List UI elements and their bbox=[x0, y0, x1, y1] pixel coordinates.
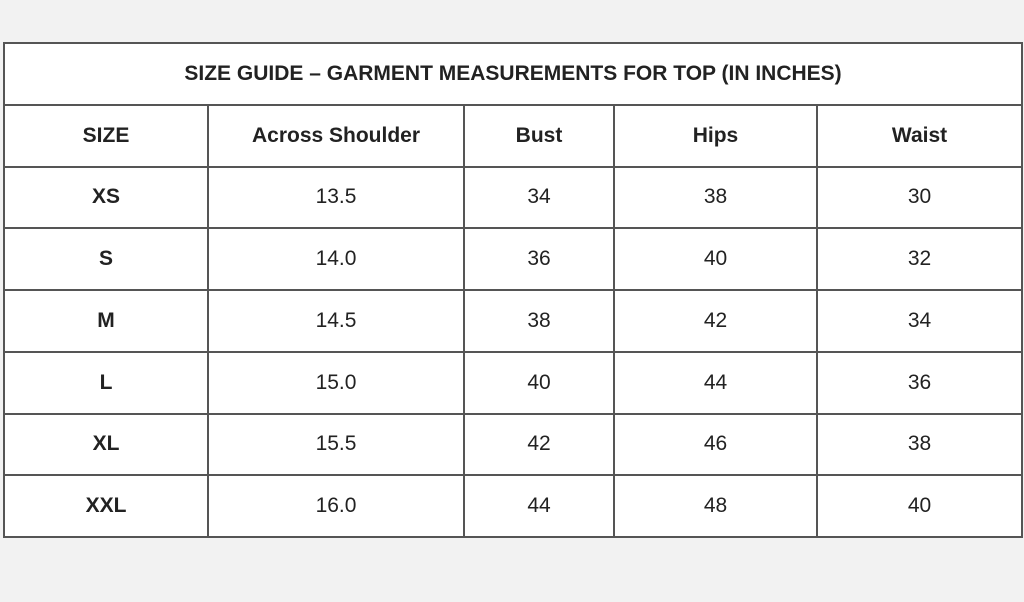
cell-waist: 32 bbox=[815, 227, 1024, 291]
cell-hips: 44 bbox=[613, 350, 818, 415]
column-header-waist: Waist bbox=[815, 103, 1024, 168]
cell-across-shoulder: 15.5 bbox=[207, 412, 465, 477]
cell-waist: 34 bbox=[815, 289, 1024, 353]
header-row: SIZE Across Shoulder Bust Hips Waist bbox=[3, 103, 1024, 168]
cell-size: L bbox=[3, 350, 209, 415]
table-row: S 14.0 36 40 32 bbox=[3, 227, 1024, 291]
cell-bust: 44 bbox=[463, 474, 615, 538]
column-header-across-shoulder: Across Shoulder bbox=[207, 103, 465, 168]
column-header-size: SIZE bbox=[3, 103, 209, 168]
cell-waist: 38 bbox=[815, 412, 1024, 477]
cell-across-shoulder: 15.0 bbox=[207, 350, 465, 415]
cell-bust: 42 bbox=[463, 412, 615, 477]
cell-hips: 38 bbox=[613, 165, 818, 230]
table-row: XS 13.5 34 38 30 bbox=[3, 165, 1024, 230]
cell-bust: 34 bbox=[463, 165, 615, 230]
cell-size: XS bbox=[3, 165, 209, 230]
table-title: SIZE GUIDE – GARMENT MEASUREMENTS FOR TO… bbox=[2, 42, 1024, 106]
table-row: M 14.5 38 42 34 bbox=[3, 289, 1024, 353]
cell-bust: 36 bbox=[463, 227, 615, 291]
cell-across-shoulder: 14.5 bbox=[207, 289, 465, 353]
cell-across-shoulder: 13.5 bbox=[207, 165, 465, 230]
cell-bust: 38 bbox=[463, 289, 615, 353]
cell-waist: 40 bbox=[815, 474, 1024, 538]
cell-size: M bbox=[3, 289, 209, 353]
column-header-hips: Hips bbox=[613, 103, 818, 168]
cell-hips: 46 bbox=[613, 412, 818, 477]
cell-size: XL bbox=[3, 412, 209, 477]
table-row: L 15.0 40 44 36 bbox=[3, 350, 1024, 415]
cell-size: S bbox=[3, 227, 209, 291]
size-guide-table: SIZE GUIDE – GARMENT MEASUREMENTS FOR TO… bbox=[2, 42, 1024, 538]
cell-bust: 40 bbox=[463, 350, 615, 415]
cell-waist: 36 bbox=[815, 350, 1024, 415]
cell-hips: 42 bbox=[613, 289, 818, 353]
column-header-bust: Bust bbox=[463, 103, 615, 168]
cell-across-shoulder: 16.0 bbox=[207, 474, 465, 538]
cell-across-shoulder: 14.0 bbox=[207, 227, 465, 291]
table-row: XL 15.5 42 46 38 bbox=[3, 412, 1024, 477]
cell-hips: 48 bbox=[613, 474, 818, 538]
cell-size: XXL bbox=[3, 474, 209, 538]
cell-waist: 30 bbox=[815, 165, 1024, 230]
cell-hips: 40 bbox=[613, 227, 818, 291]
title-row: SIZE GUIDE – GARMENT MEASUREMENTS FOR TO… bbox=[2, 42, 1024, 106]
table-row: XXL 16.0 44 48 40 bbox=[3, 474, 1024, 538]
